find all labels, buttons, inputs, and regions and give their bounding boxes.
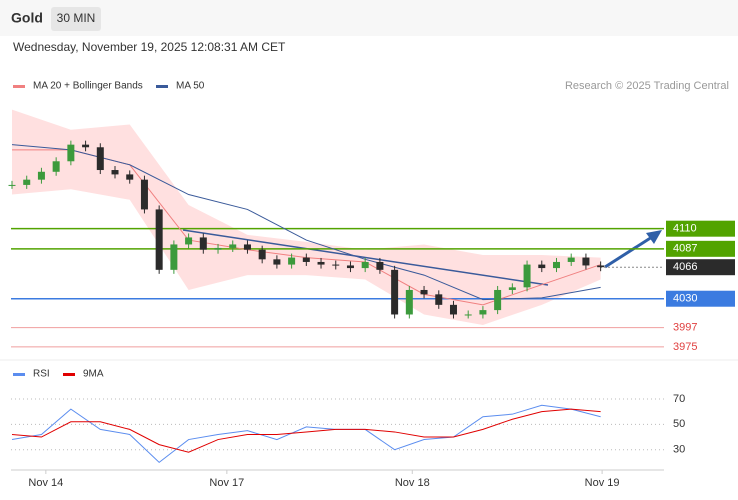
timeframe[interactable]: 30 MIN xyxy=(57,11,96,25)
legend-label: MA 50 xyxy=(176,81,205,92)
candle xyxy=(405,289,413,315)
candle xyxy=(185,237,193,245)
candle xyxy=(199,237,207,250)
source: Research © 2025 Trading Central xyxy=(565,80,729,92)
candle xyxy=(420,289,428,295)
y-tick-label: 30 xyxy=(673,444,685,456)
candle xyxy=(155,209,163,270)
header-bar xyxy=(0,0,738,36)
candle xyxy=(8,184,16,186)
candle xyxy=(302,257,310,262)
candle xyxy=(567,257,575,262)
level-label-box xyxy=(666,290,735,307)
candle xyxy=(597,265,605,268)
candle xyxy=(37,171,45,180)
candle xyxy=(23,179,31,185)
candle xyxy=(464,314,472,316)
candle xyxy=(376,261,384,270)
candle xyxy=(346,265,354,269)
candle xyxy=(552,261,560,269)
candle xyxy=(538,264,546,269)
level-label-box xyxy=(666,259,735,276)
level-label: 4030 xyxy=(673,293,697,305)
candle xyxy=(332,264,340,266)
candle xyxy=(258,249,266,260)
candle xyxy=(52,161,60,172)
candle xyxy=(494,289,502,311)
legend-label: 9MA xyxy=(83,369,104,380)
legend-swatch xyxy=(13,85,25,88)
subtitle: Wednesday, November 19, 2025 12:08:31 AM… xyxy=(13,40,286,54)
candle xyxy=(317,261,325,265)
candle xyxy=(361,261,369,269)
x-tick-label: Nov 17 xyxy=(209,477,244,489)
legend-swatch xyxy=(63,373,75,376)
level-label: 3997 xyxy=(673,322,697,334)
candle xyxy=(288,257,296,265)
chart-title: Gold xyxy=(11,10,43,26)
level-label: 3975 xyxy=(673,341,697,353)
candle xyxy=(582,257,590,266)
x-tick-label: Nov 14 xyxy=(28,477,63,489)
y-tick-label: 50 xyxy=(673,418,685,430)
arrow-head xyxy=(646,230,662,244)
level-label: 4110 xyxy=(673,223,697,235)
candle xyxy=(111,170,119,175)
trend-line xyxy=(182,229,549,286)
x-tick-label: Nov 18 xyxy=(395,477,430,489)
candle xyxy=(140,179,148,210)
legend-label: MA 20 + Bollinger Bands xyxy=(33,81,143,92)
legend-swatch xyxy=(156,85,168,88)
candle xyxy=(508,287,516,290)
candle xyxy=(67,144,75,162)
candle xyxy=(214,247,222,250)
y-tick-label: 70 xyxy=(673,393,685,405)
level-label-box xyxy=(666,240,735,257)
ma-line xyxy=(11,144,601,301)
timeframe-button[interactable] xyxy=(51,7,101,31)
forecast-arrow xyxy=(604,235,653,269)
rsi-line xyxy=(11,408,601,453)
level-label: 4087 xyxy=(673,243,697,255)
candle xyxy=(229,244,237,248)
level-label: 4066 xyxy=(673,261,697,273)
candle xyxy=(391,269,399,315)
x-tick-label: Nov 19 xyxy=(585,477,620,489)
level-label-box xyxy=(666,220,735,237)
candle xyxy=(82,144,90,148)
legend-label: RSI xyxy=(33,369,50,380)
candle xyxy=(435,294,443,305)
candle xyxy=(523,264,531,288)
candle xyxy=(273,259,281,265)
candle xyxy=(126,174,134,180)
legend-swatch xyxy=(13,373,25,376)
candle xyxy=(479,310,487,315)
rsi-line xyxy=(11,404,601,464)
candle xyxy=(243,244,251,250)
candle xyxy=(170,244,178,270)
candle xyxy=(96,147,104,171)
candle xyxy=(449,304,457,315)
